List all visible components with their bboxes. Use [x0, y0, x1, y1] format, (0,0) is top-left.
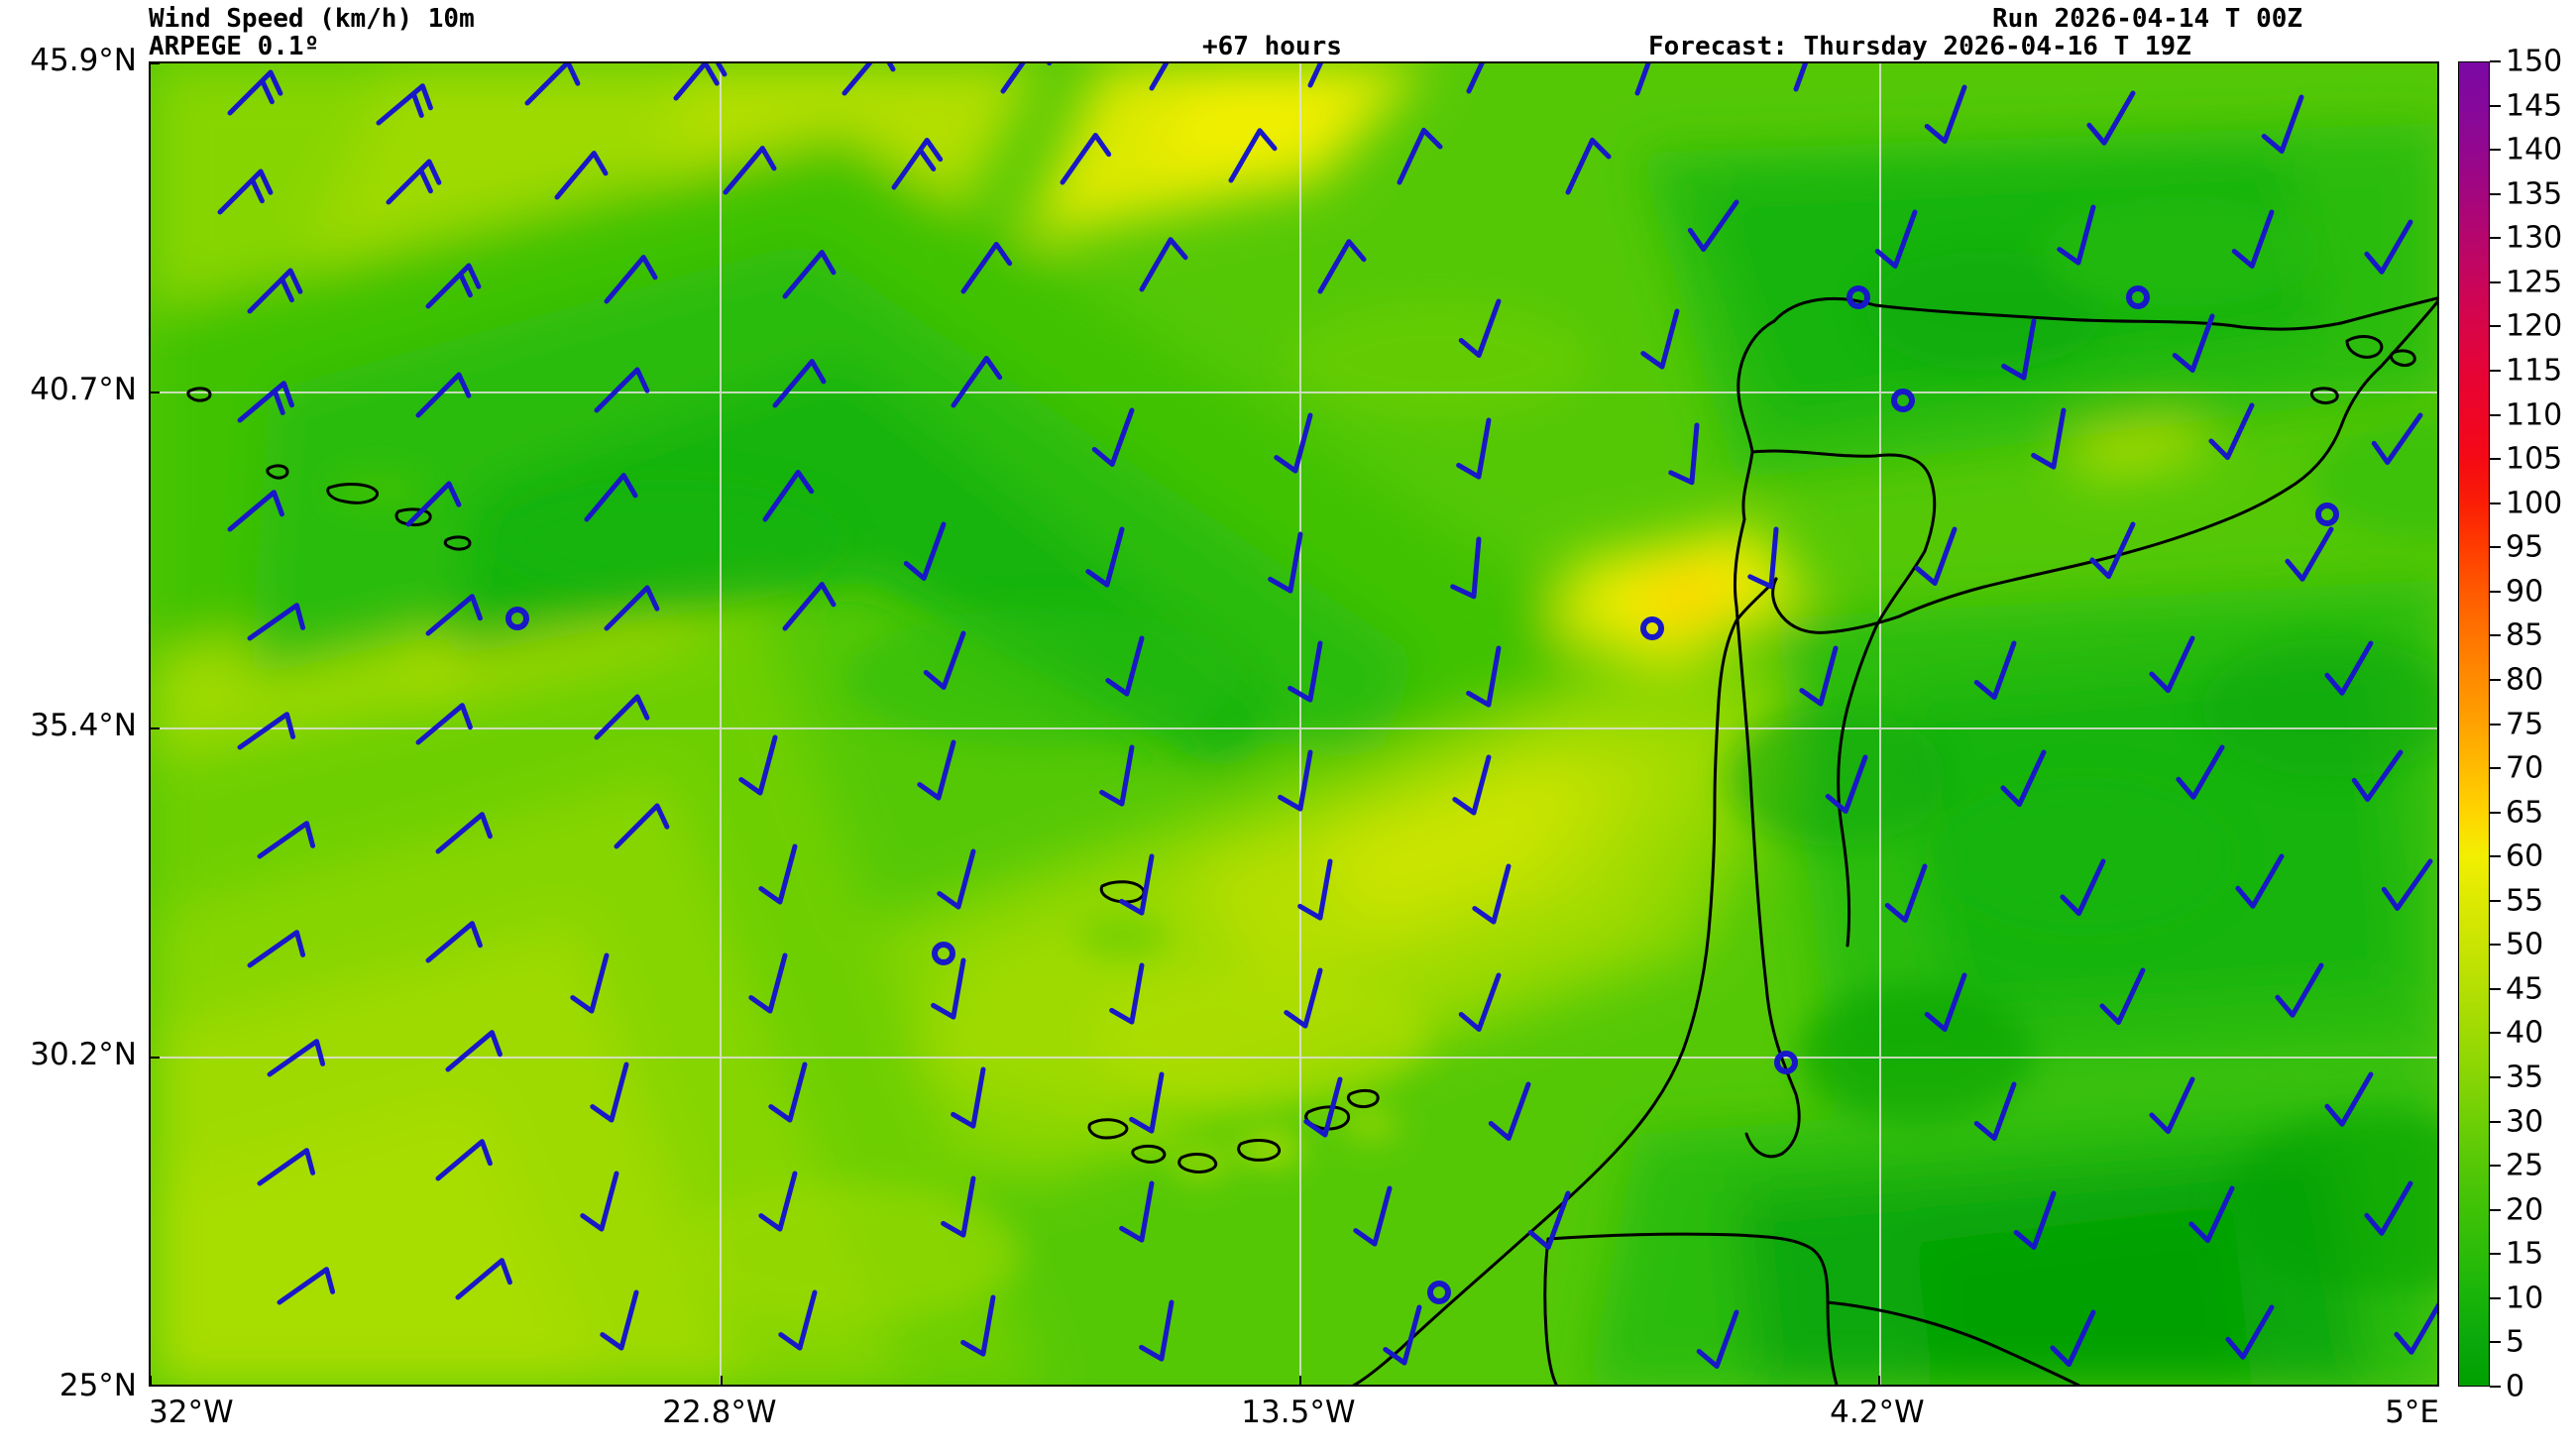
colorbar-tick	[2490, 502, 2501, 504]
colorbar-tick-label: 45	[2506, 971, 2544, 1007]
chart-title: Wind Speed (km/h) 10m	[149, 4, 475, 34]
colorbar-tick	[2490, 325, 2501, 328]
colorbar-tick	[2490, 546, 2501, 549]
x-axis-tick-label: 32°W	[149, 1395, 234, 1430]
colorbar-tick-label: 80	[2506, 662, 2544, 698]
colorbar-tick	[2490, 1032, 2501, 1035]
y-axis-tick	[151, 727, 160, 730]
x-axis-tick-label: 13.5°W	[1241, 1395, 1356, 1430]
x-axis-tick-label: 4.2°W	[1830, 1395, 1925, 1430]
x-axis-tick	[1877, 1376, 1880, 1385]
colorbar-tick-label: 10	[2506, 1281, 2544, 1316]
colorbar-tick-label: 85	[2506, 617, 2544, 653]
colorbar-tick	[2490, 369, 2501, 372]
colorbar-tick-label: 135	[2506, 176, 2563, 212]
y-axis-tick-label: 30.2°N	[30, 1037, 137, 1073]
colorbar-tick-label: 75	[2506, 707, 2544, 741]
colorbar-tick	[2490, 1253, 2501, 1256]
colorbar-tick	[2490, 678, 2501, 681]
colorbar-tick	[2490, 237, 2501, 240]
colorbar-tick	[2490, 767, 2501, 770]
colorbar-tick	[2490, 811, 2501, 814]
colorbar-tick-label: 95	[2506, 529, 2544, 565]
colorbar-tick	[2490, 723, 2501, 726]
x-axis-tick	[151, 1376, 152, 1385]
wind-speed-field	[151, 63, 2437, 1385]
y-axis-tick	[151, 1057, 160, 1060]
colorbar-tick-label: 110	[2506, 397, 2563, 433]
colorbar-tick-label: 105	[2506, 441, 2563, 477]
colorbar-tick-label: 30	[2506, 1104, 2544, 1140]
y-axis-tick-label: 25°N	[58, 1368, 137, 1403]
colorbar-tick-label: 60	[2506, 838, 2544, 874]
lead-time-label: +67 hours	[1202, 32, 1342, 61]
colorbar-tick	[2490, 899, 2501, 902]
wind-barbs	[217, 63, 2437, 1370]
colorbar-tick-label: 15	[2506, 1236, 2544, 1272]
x-axis-tick-label: 5°E	[2385, 1395, 2439, 1430]
colorbar-tick-label: 130	[2506, 220, 2563, 256]
colorbar-tick	[2490, 1076, 2501, 1079]
colorbar-tick	[2490, 60, 2501, 62]
x-axis-tick-label: 22.8°W	[662, 1395, 777, 1430]
y-axis-tick	[151, 63, 160, 64]
colorbar-tick-label: 20	[2506, 1192, 2544, 1228]
colorbar-tick	[2490, 458, 2501, 461]
y-axis-tick-label: 45.9°N	[30, 43, 137, 78]
colorbar-tick-label: 35	[2506, 1060, 2544, 1095]
y-axis-tick	[151, 391, 160, 394]
map-plot-area[interactable]	[149, 61, 2439, 1387]
colorbar-tick	[2490, 855, 2501, 858]
coastline-paths	[186, 296, 2437, 1385]
colorbar-tick	[2490, 1341, 2501, 1344]
colorbar-tick-label: 50	[2506, 927, 2544, 962]
colorbar-tick	[2490, 987, 2501, 990]
colorbar-tick-label: 120	[2506, 308, 2563, 344]
y-axis-tick-label: 35.4°N	[30, 708, 137, 744]
colorbar	[2458, 61, 2490, 1387]
colorbar-tick	[2490, 192, 2501, 195]
colorbar-tick	[2490, 590, 2501, 593]
colorbar-tick	[2490, 1208, 2501, 1211]
colorbar-tick	[2490, 104, 2501, 107]
forecast-valid-label: Forecast: Thursday 2026-04-16 T 19Z	[1648, 32, 2191, 61]
colorbar-tick-label: 145	[2506, 88, 2563, 124]
colorbar-tick-label: 115	[2506, 353, 2563, 389]
x-axis-tick	[1298, 1376, 1301, 1385]
colorbar-tick	[2490, 634, 2501, 637]
colorbar-tick-label: 55	[2506, 883, 2544, 919]
colorbar-tick	[2490, 149, 2501, 152]
x-axis-tick	[720, 1376, 723, 1385]
colorbar-tick-label: 65	[2506, 795, 2544, 831]
model-label: ARPEGE 0.1º	[149, 32, 320, 61]
colorbar-tick-label: 125	[2506, 265, 2563, 300]
colorbar-tick	[2490, 1386, 2501, 1388]
run-time-label: Run 2026-04-14 T 00Z	[1992, 4, 2303, 34]
colorbar-tick-label: 0	[2506, 1369, 2525, 1404]
colorbar-tick-labels: 0 5 10 15 20 25 30 35 40 45 50 55 60 65 70 75 80 85 90 95 10…	[2490, 45, 2576, 1404]
colorbar-tick-label: 150	[2506, 44, 2563, 79]
colorbar-tick-label: 40	[2506, 1015, 2544, 1051]
colorbar-tick-label: 70	[2506, 750, 2544, 786]
colorbar-tick-label: 5	[2506, 1324, 2525, 1360]
colorbar-tick	[2490, 1165, 2501, 1168]
colorbar-tick	[2490, 1296, 2501, 1299]
colorbar-tick	[2490, 413, 2501, 416]
colorbar-tick-label: 90	[2506, 574, 2544, 610]
y-axis-tick-label: 40.7°N	[30, 372, 137, 408]
colorbar-tick	[2490, 944, 2501, 947]
colorbar-tick-label: 140	[2506, 132, 2563, 168]
colorbar-tick	[2490, 1120, 2501, 1123]
colorbar-tick-label: 100	[2506, 486, 2563, 521]
colorbar-tick-label: 25	[2506, 1148, 2544, 1183]
colorbar-tick	[2490, 280, 2501, 283]
